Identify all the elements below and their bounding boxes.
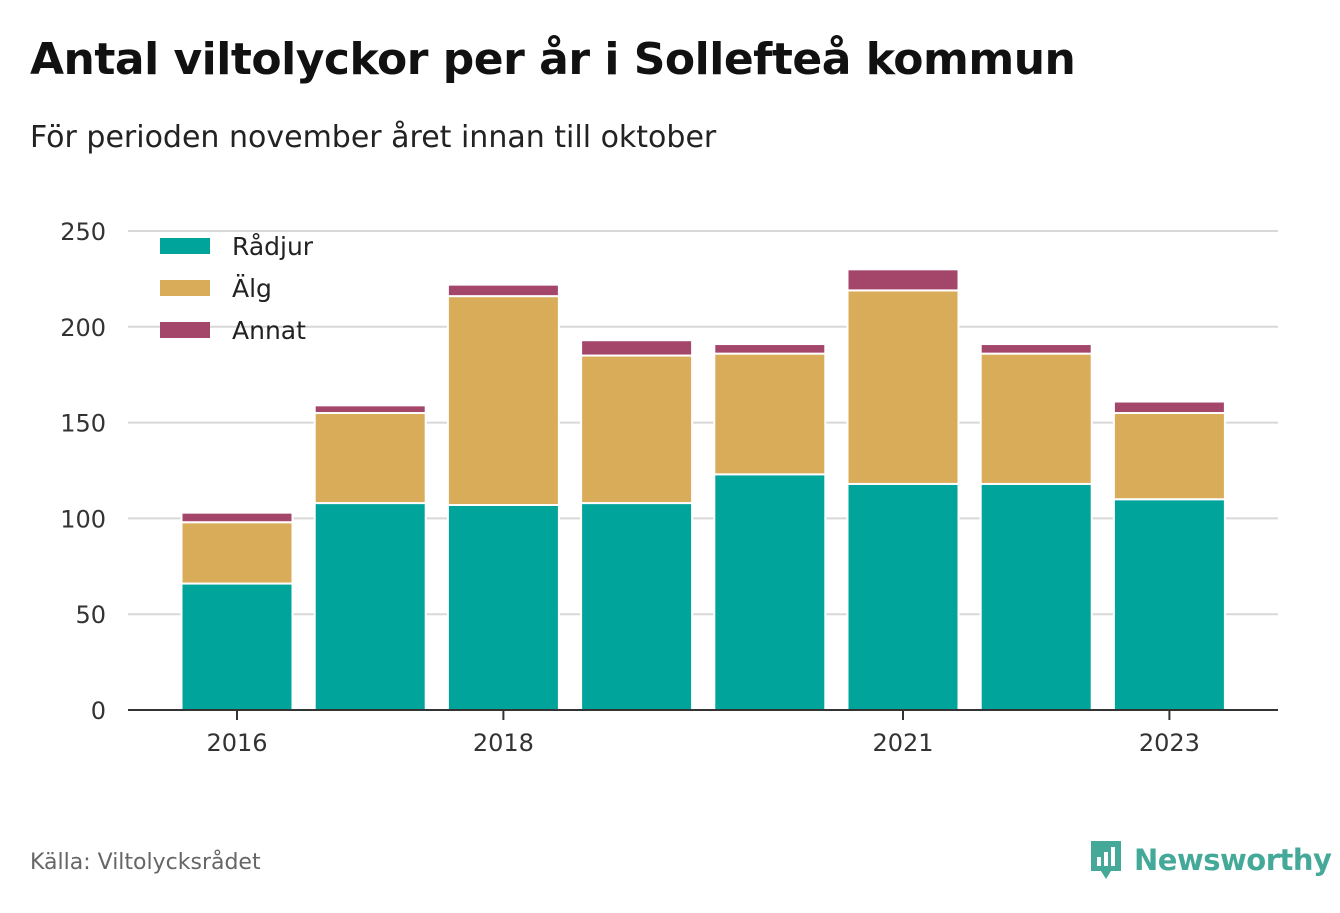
- bar-annat-2023: [1112, 400, 1226, 415]
- bar-rådjur-2021: [846, 482, 960, 711]
- bar-rådjur-2018: [446, 503, 560, 711]
- y-tick-label: 250: [60, 218, 106, 246]
- bar-rådjur-2022: [979, 482, 1093, 711]
- y-tick-label: 150: [60, 410, 106, 438]
- y-tick-label: 100: [60, 505, 106, 533]
- newsworthy-logo: Newsworthy: [1088, 838, 1332, 882]
- bar-älg-2022: [979, 352, 1093, 485]
- y-tick-label: 50: [75, 601, 106, 629]
- bar-rådjur-2017: [313, 502, 427, 711]
- chart-subtitle: För perioden november året innan till ok…: [30, 120, 717, 155]
- x-tick-label: 2016: [206, 729, 267, 757]
- bar-annat-2016: [180, 511, 294, 524]
- bars: [180, 268, 1226, 712]
- legend: Rådjur Älg Annat: [160, 232, 314, 345]
- x-tick-label: 2021: [872, 729, 933, 757]
- bar-rådjur-2016: [180, 582, 294, 712]
- newsworthy-logo-icon: [1091, 841, 1121, 879]
- y-tick-label: 0: [91, 697, 106, 725]
- legend-label: Rådjur: [232, 232, 314, 261]
- bar-annat-2019: [580, 339, 694, 357]
- x-axis: 2016 2018 2021 2023: [128, 709, 1278, 757]
- y-axis-tick-labels: 0 50 100 150 200 250: [60, 218, 106, 725]
- bar-annat-2020: [713, 343, 827, 355]
- legend-label: Älg: [232, 274, 272, 303]
- legend-label: Annat: [232, 316, 306, 345]
- bar-annat-2021: [846, 268, 960, 292]
- bar-älg-2020: [713, 352, 827, 476]
- bar-rådjur-2020: [713, 473, 827, 711]
- bar-älg-2021: [846, 289, 960, 485]
- legend-swatch-älg: [160, 280, 210, 296]
- x-tick-label: 2023: [1139, 729, 1200, 757]
- bar-älg-2016: [180, 521, 294, 585]
- grid-lines: [128, 230, 1278, 616]
- y-tick-label: 200: [60, 314, 106, 342]
- source-note: Källa: Viltolycksrådet: [30, 850, 261, 875]
- bar-älg-2017: [313, 412, 427, 505]
- bar-älg-2018: [446, 295, 560, 506]
- bar-rådjur-2023: [1112, 498, 1226, 711]
- bar-älg-2019: [580, 354, 694, 505]
- x-tick-label: 2018: [473, 729, 534, 757]
- brand-name: Newsworthy: [1134, 843, 1332, 877]
- chart-title: Antal viltolyckor per år i Sollefteå kom…: [30, 34, 1076, 85]
- bar-rådjur-2019: [580, 502, 694, 711]
- bar-annat-2018: [446, 283, 560, 298]
- bar-annat-2017: [313, 404, 427, 415]
- legend-swatch-annat: [160, 322, 210, 338]
- bar-älg-2023: [1112, 412, 1226, 501]
- bar-annat-2022: [979, 343, 1093, 355]
- legend-swatch-rådjur: [160, 238, 210, 254]
